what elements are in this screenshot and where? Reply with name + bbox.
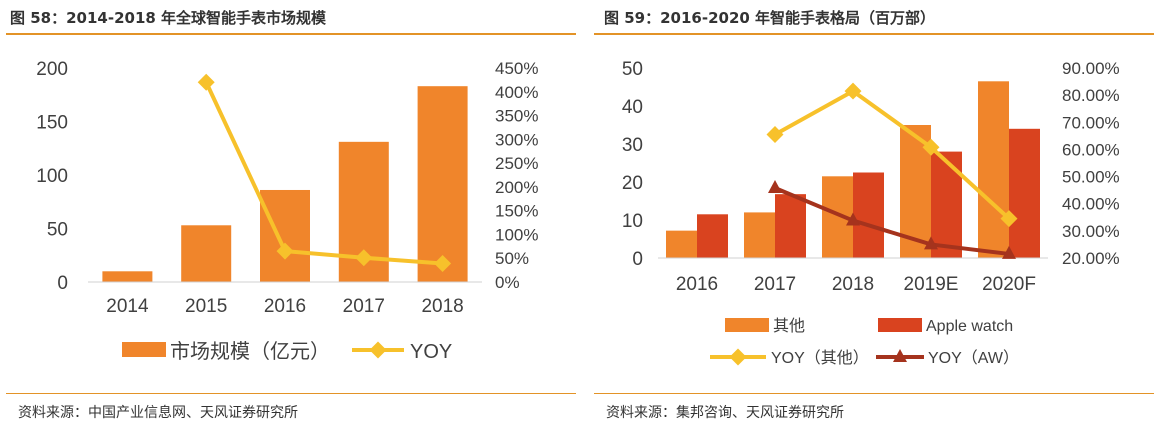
- x-tick-label: 2017: [343, 296, 385, 317]
- left-tick-label: 10: [622, 211, 643, 232]
- figure-title: 图 59：2016-2020 年智能手表格局（百万部）: [604, 9, 936, 27]
- left-tick-label: 50: [47, 220, 68, 241]
- right-tick-label: 250%: [495, 154, 538, 173]
- x-tick-label: 2018: [832, 274, 874, 295]
- x-tick-label: 2018: [421, 296, 463, 317]
- figure-title: 图 58：2014-2018 年全球智能手表市场规模: [10, 9, 327, 27]
- bar-apple-watch: [1009, 128, 1040, 258]
- right-tick-label: 400%: [495, 83, 538, 102]
- legend-label-apple-watch: Apple watch: [926, 318, 1013, 335]
- left-tick-label: 0: [57, 273, 68, 294]
- right-tick-label: 100%: [495, 225, 538, 244]
- x-tick-label: 2017: [754, 274, 796, 295]
- left-tick-label: 50: [622, 59, 643, 80]
- right-tick-label: 0%: [495, 273, 520, 292]
- bar-others: [744, 212, 775, 258]
- legend-label-yoy-aw: YOY（AW）: [928, 349, 1019, 367]
- yoy-others-marker: [1000, 210, 1018, 228]
- right-tick-label: 150%: [495, 202, 538, 221]
- yoy-aw-marker: [768, 179, 782, 193]
- left-tick-label: 0: [632, 249, 643, 270]
- right-tick-label: 450%: [495, 59, 538, 78]
- chart-58: 0 50 100 150 200 0% 50% 100% 150% 200% 250% 300% 350…: [36, 59, 538, 363]
- yoy-aw-marker: [846, 212, 860, 226]
- legend-swatch-others: [725, 318, 769, 332]
- right-tick-label: 90.00%: [1062, 59, 1120, 78]
- legend-label-yoy: YOY: [410, 341, 452, 363]
- bar-others: [666, 230, 697, 258]
- legend-swatch-apple-watch: [878, 318, 922, 332]
- x-tick-label: 2016: [264, 296, 306, 317]
- left-tick-label: 100: [36, 166, 68, 187]
- bar-market-size: [102, 271, 153, 282]
- yoy-others-marker: [766, 126, 784, 143]
- left-tick-label: 40: [622, 97, 643, 118]
- right-tick-label: 300%: [495, 130, 538, 149]
- legend-marker-yoy: [369, 341, 387, 359]
- legend-label-yoy-others: YOY（其他）: [771, 349, 869, 367]
- title-rule: [6, 33, 576, 35]
- right-tick-label: 200%: [495, 178, 538, 197]
- yoy-marker: [434, 254, 452, 272]
- legend-marker-yoy-others: [729, 348, 747, 366]
- line-yoy: [204, 81, 443, 266]
- left-tick-label: 200: [36, 59, 68, 80]
- bar-apple-watch: [775, 194, 806, 258]
- legend-swatch-market-size: [122, 342, 166, 357]
- source-rule: [594, 393, 1154, 394]
- bar-apple-watch: [697, 214, 728, 258]
- right-tick-label: 70.00%: [1062, 113, 1120, 132]
- figure-58: 图 58：2014-2018 年全球智能手表市场规模 0 50 100 150 200 0…: [6, 9, 576, 421]
- source-note: 资料来源：中国产业信息网、天风证券研究所: [18, 405, 298, 421]
- x-tick-label: 2020F: [982, 274, 1036, 295]
- right-tick-label: 40.00%: [1062, 195, 1120, 214]
- figure-59: 图 59：2016-2020 年智能手表格局（百万部） 0 10 20 30 40 50 2…: [588, 0, 1159, 435]
- right-tick-label: 20.00%: [1062, 249, 1120, 268]
- right-tick-label: 30.00%: [1062, 222, 1120, 241]
- yoy-marker: [197, 73, 215, 91]
- left-tick-label: 30: [622, 135, 643, 156]
- legend-label-others: 其他: [773, 317, 805, 335]
- title-rule: [594, 33, 1154, 35]
- line-yoy-aw: [774, 186, 1010, 256]
- left-tick-label: 150: [36, 113, 68, 134]
- chart-59: 0 10 20 30 40 50 20.00% 30.00% 40.00% 50.00% 60.00…: [622, 59, 1120, 367]
- x-tick-label: 2016: [676, 274, 718, 295]
- source-rule: [6, 393, 576, 394]
- bar-market-size: [181, 225, 232, 282]
- legend-marker-yoy-aw: [893, 349, 907, 362]
- right-tick-label: 350%: [495, 107, 538, 126]
- bar-apple-watch: [931, 151, 962, 258]
- source-note: 资料来源：集邦咨询、天风证券研究所: [606, 405, 844, 421]
- right-tick-label: 60.00%: [1062, 140, 1120, 159]
- yoy-marker: [355, 249, 373, 267]
- bar-apple-watch: [853, 172, 884, 258]
- line-yoy-others: [774, 88, 1011, 221]
- bar-market-size: [260, 189, 310, 282]
- x-tick-label: 2015: [185, 296, 227, 317]
- left-tick-label: 20: [622, 173, 643, 194]
- right-tick-label: 50%: [495, 249, 529, 268]
- bar-others: [978, 81, 1009, 258]
- yoy-others-marker: [922, 138, 940, 156]
- yoy-aw-marker: [924, 236, 938, 250]
- right-tick-label: 80.00%: [1062, 86, 1120, 105]
- legend-label-market-size: 市场规模（亿元）: [170, 340, 330, 363]
- right-tick-label: 50.00%: [1062, 168, 1120, 187]
- yoy-aw-marker: [1002, 245, 1016, 259]
- x-tick-label: 2019E: [904, 274, 959, 295]
- yoy-others-marker: [844, 82, 862, 100]
- x-tick-label: 2014: [106, 296, 149, 317]
- bar-market-size: [417, 86, 468, 282]
